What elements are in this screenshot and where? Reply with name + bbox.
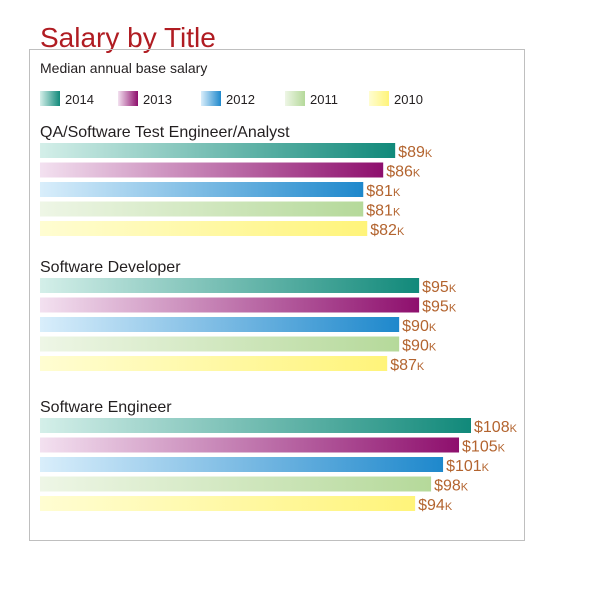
data-label: $105K: [462, 439, 506, 456]
legend: 2014 2013 2012 2011 2010: [40, 91, 423, 107]
bar-qa-software-test-engineer-analyst-2011: [40, 201, 364, 217]
data-label: $90K: [402, 318, 437, 335]
bar-software-developer-2012: [40, 317, 400, 332]
category-label: Software Developer: [40, 259, 181, 276]
bar-groups: QA/Software Test Engineer/Analyst $89K $86…: [40, 124, 518, 514]
data-label: $108K: [474, 419, 518, 436]
bar-software-engineer-2014: [40, 418, 471, 433]
data-label: $89K: [398, 144, 433, 161]
data-label: $98K: [434, 478, 469, 495]
data-label: $81K: [366, 203, 401, 220]
bar-software-developer-2010: [40, 356, 388, 371]
legend-swatch-2014: [40, 91, 60, 106]
bar-software-engineer-2010: [40, 496, 416, 511]
bar-qa-software-test-engineer-analyst-2010: [40, 221, 368, 236]
bar-qa-software-test-engineer-analyst-2013: [40, 162, 384, 178]
legend-label-2012: 2012: [226, 92, 255, 107]
data-label: $95K: [422, 299, 457, 316]
legend-label-2010: 2010: [394, 92, 423, 107]
chart-subtitle: Median annual base salary: [40, 60, 208, 76]
data-label: $90K: [402, 338, 437, 355]
data-label: $86K: [386, 164, 421, 181]
data-label: $81K: [366, 183, 401, 200]
group-software-developer: Software Developer $95K $95K $90K $90K $87K: [40, 259, 457, 374]
data-label: $82K: [370, 222, 405, 239]
chart-frame: [29, 49, 525, 541]
chart-title: Salary by Title: [40, 22, 216, 53]
bar-software-engineer-2011: [40, 476, 432, 492]
category-label: Software Engineer: [40, 399, 172, 416]
data-label: $94K: [418, 497, 453, 514]
legend-swatch-2010: [369, 91, 389, 106]
bar-software-engineer-2012: [40, 457, 444, 472]
bar-software-developer-2011: [40, 336, 400, 352]
data-label: $87K: [390, 357, 425, 374]
legend-swatch-2013: [118, 91, 138, 106]
group-qa-software-test-engineer-analyst: QA/Software Test Engineer/Analyst $89K $86…: [40, 124, 433, 239]
legend-label-2013: 2013: [143, 92, 172, 107]
group-software-engineer: Software Engineer $108K $105K $101K $98K $94K: [40, 399, 518, 514]
bar-software-engineer-2013: [40, 437, 460, 453]
data-label: $101K: [446, 458, 490, 475]
bar-software-developer-2014: [40, 278, 420, 293]
legend-label-2014: 2014: [65, 92, 94, 107]
bar-software-developer-2013: [40, 297, 420, 313]
data-label: $95K: [422, 279, 457, 296]
legend-swatch-2012: [201, 91, 221, 106]
bar-qa-software-test-engineer-analyst-2014: [40, 143, 396, 158]
legend-label-2011: 2011: [310, 92, 338, 107]
legend-swatch-2011: [285, 91, 305, 106]
category-label: QA/Software Test Engineer/Analyst: [40, 124, 290, 141]
bar-qa-software-test-engineer-analyst-2012: [40, 182, 364, 197]
